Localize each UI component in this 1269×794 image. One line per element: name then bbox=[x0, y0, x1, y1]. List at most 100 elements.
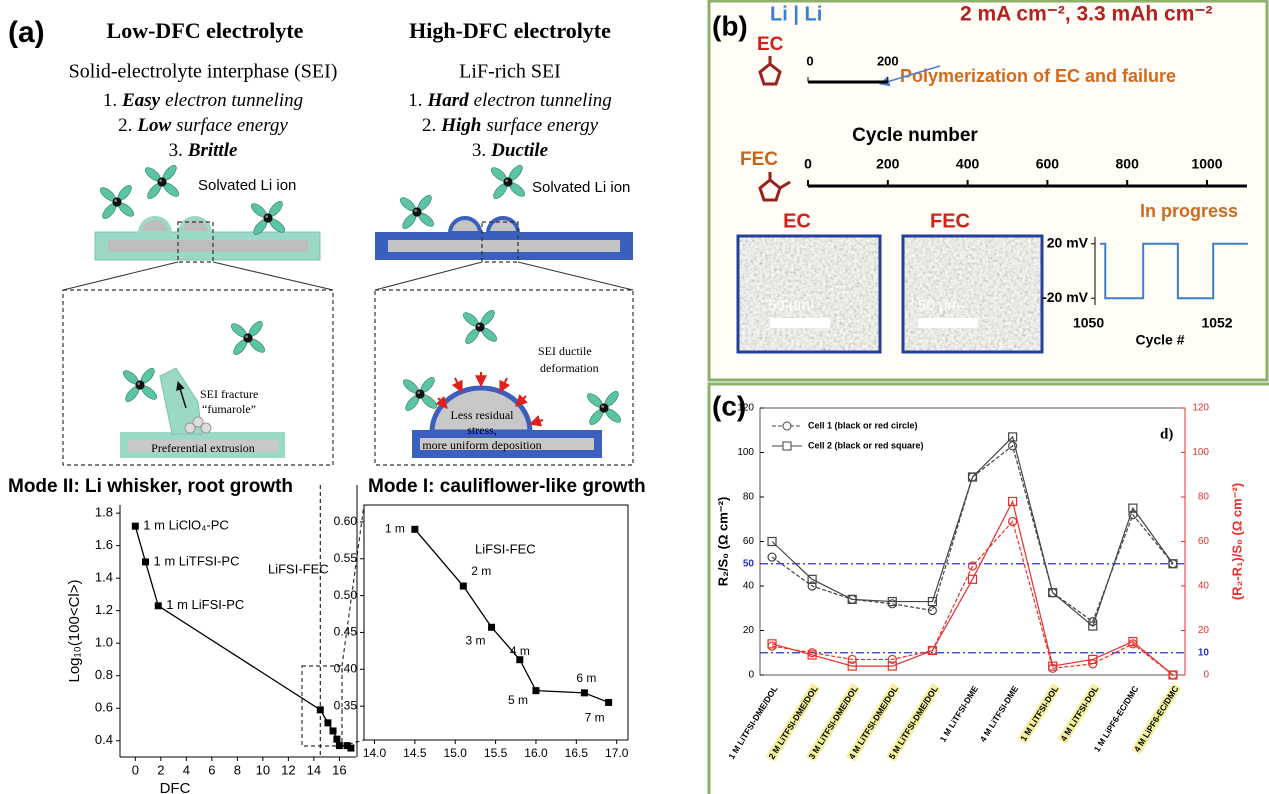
x-tick-label: 200 bbox=[877, 53, 899, 68]
data-point bbox=[605, 699, 612, 706]
x-axis-title: Cycle number bbox=[852, 125, 978, 146]
x-tick-label: 14.5 bbox=[403, 746, 427, 760]
x-axis-title: DFC bbox=[160, 780, 191, 794]
property-list: 1.Easyelectron tunneling2.Lowsurface ene… bbox=[103, 90, 612, 161]
property-part: Hard bbox=[426, 90, 469, 111]
y-tick-label: 1.4 bbox=[95, 570, 113, 585]
data-point bbox=[347, 745, 354, 752]
annotation: Polymerization of EC and failure bbox=[900, 66, 1176, 86]
reference-label: 50 bbox=[743, 558, 755, 569]
annotation: LiFSI-FEC bbox=[475, 541, 536, 556]
y-tick-label: 1.6 bbox=[95, 537, 113, 552]
data-line bbox=[772, 501, 1173, 675]
data-point bbox=[317, 706, 324, 713]
x-tick-label: 16.5 bbox=[565, 746, 589, 760]
y-tick-label: 0.8 bbox=[95, 667, 113, 682]
point-label: 7 m bbox=[585, 711, 605, 725]
x-tick-label: 1052 bbox=[1201, 315, 1232, 331]
y2-tick-label: 0 bbox=[1203, 670, 1209, 681]
data-point bbox=[488, 624, 495, 631]
label: stress, bbox=[467, 423, 497, 437]
x-tick-label: 1000 bbox=[1191, 156, 1222, 172]
data-line bbox=[772, 437, 1173, 626]
property-part: 1. bbox=[408, 90, 422, 111]
scale-label: 50 μm bbox=[768, 297, 810, 314]
y-axis-title: Log₁₀(100<Cl>) bbox=[66, 579, 83, 682]
x-tick-label: 800 bbox=[1116, 156, 1140, 172]
page: (a) Low-DFC electrolyte High-DFC electro… bbox=[0, 0, 1269, 794]
figure: (a) Low-DFC electrolyte High-DFC electro… bbox=[0, 0, 1269, 794]
x-tick-label: 1 M LiTFSI-DOL bbox=[1018, 684, 1060, 743]
chart: 02468101214160.40.60.81.01.21.41.61.81 m… bbox=[66, 485, 356, 794]
y-tick-label: 60 bbox=[743, 536, 755, 547]
x-tick-label: 1 M LiTFSI-DME bbox=[938, 684, 981, 744]
label: deformation bbox=[540, 361, 599, 375]
property-part: 2. bbox=[422, 115, 436, 136]
y-tick-label: 0.35 bbox=[334, 698, 358, 712]
property-part: High bbox=[440, 115, 481, 136]
x-tick-label: 16.0 bbox=[524, 746, 548, 760]
point-label: 3 m bbox=[466, 633, 486, 647]
data-point bbox=[532, 687, 539, 694]
y-tick-label: 0.60 bbox=[334, 514, 358, 528]
label: Solvated Li ion bbox=[198, 177, 296, 194]
legend-label: Cell 1 (black or red circle) bbox=[808, 420, 918, 430]
legend-marker bbox=[783, 422, 791, 430]
data-point bbox=[581, 689, 588, 696]
property-part: 3. bbox=[169, 140, 183, 161]
x-tick-label: 0 bbox=[804, 156, 812, 172]
y-tick-label: 0.4 bbox=[95, 732, 113, 747]
data-point bbox=[324, 719, 331, 726]
property: 1.Hardelectron tunneling bbox=[408, 90, 612, 111]
point-label: 2 m bbox=[471, 564, 491, 578]
annotation: d) bbox=[1160, 426, 1173, 442]
x-tick-label: 1 M LiPF6-EC/DMC bbox=[1092, 684, 1141, 754]
sem-title: EC bbox=[783, 210, 811, 232]
x-tick-label: 200 bbox=[876, 156, 900, 172]
data-point bbox=[333, 736, 340, 743]
data-line bbox=[772, 521, 1173, 675]
y2-tick-label: 100 bbox=[1192, 447, 1209, 458]
y-tick-label: 1.8 bbox=[95, 505, 113, 520]
annotation: In progress bbox=[1140, 201, 1238, 221]
label: “fumarole” bbox=[202, 402, 256, 416]
y-tick-label: 0 bbox=[748, 670, 754, 681]
plot-frame bbox=[364, 505, 628, 740]
data-point bbox=[330, 727, 337, 734]
y-tick-label: 0.6 bbox=[95, 700, 113, 715]
property: 3.Brittle bbox=[169, 140, 238, 161]
y2-tick-label: 40 bbox=[1198, 581, 1210, 592]
reference-label: 10 bbox=[1198, 647, 1210, 658]
x-tick-label: 600 bbox=[1036, 156, 1060, 172]
panel-label: (a) bbox=[8, 16, 45, 49]
y-tick-label: 0.45 bbox=[334, 625, 358, 639]
sem-title: FEC bbox=[930, 210, 970, 232]
x-tick-label: 15.0 bbox=[444, 746, 468, 760]
data-point bbox=[132, 523, 139, 530]
y2-tick-label: 20 bbox=[1198, 625, 1210, 636]
x-tick-label: 14 bbox=[307, 762, 321, 777]
panel-b: (b) Li | Li 2 mA cm⁻², 3.3 mAh cm⁻² Poly… bbox=[709, 1, 1267, 380]
y-tick-label: 80 bbox=[743, 492, 755, 503]
property-part: surface energy bbox=[486, 115, 598, 136]
property-part: 2. bbox=[118, 115, 132, 136]
label: Solvated Li ion bbox=[532, 179, 630, 196]
label: SEI ductile bbox=[538, 344, 592, 358]
x-tick-label: 6 bbox=[208, 762, 215, 777]
x-tick-label: 2 bbox=[157, 762, 164, 777]
point-label: 1 m LiFSI-PC bbox=[166, 597, 244, 612]
property-part: Brittle bbox=[187, 140, 238, 161]
y-tick-label: 1.2 bbox=[95, 602, 113, 617]
panel-a: (a) Low-DFC electrolyte High-DFC electro… bbox=[8, 16, 646, 497]
x-tick-label: 14.0 bbox=[363, 746, 387, 760]
row-label: FEC bbox=[740, 149, 778, 170]
property: 3.Ductile bbox=[472, 140, 549, 161]
heading: Low-DFC electrolyte bbox=[107, 18, 304, 43]
point-label: 6 m bbox=[576, 671, 596, 685]
schematic-right: Solvated Li ion SEI ductile deformation … bbox=[375, 163, 633, 465]
y-tick-label: 120 bbox=[737, 403, 754, 414]
cell-label: Li | Li bbox=[770, 3, 822, 25]
property-part: 3. bbox=[472, 140, 486, 161]
y-tick-label: 0.40 bbox=[334, 661, 358, 675]
